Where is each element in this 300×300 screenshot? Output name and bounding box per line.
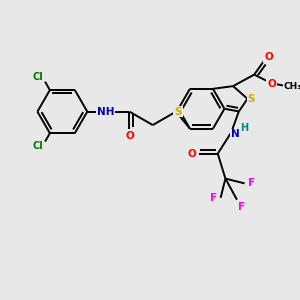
Text: F: F	[210, 193, 218, 203]
Text: F: F	[238, 202, 245, 212]
Text: O: O	[125, 130, 134, 141]
Text: S: S	[248, 94, 255, 104]
Text: H: H	[241, 123, 249, 133]
Text: Cl: Cl	[32, 141, 43, 151]
Text: N: N	[231, 130, 239, 140]
Text: NH: NH	[97, 106, 114, 117]
Text: S: S	[174, 106, 182, 117]
Text: O: O	[267, 79, 276, 89]
Text: O: O	[188, 148, 196, 159]
Text: CH₃: CH₃	[284, 82, 300, 91]
Text: Cl: Cl	[32, 72, 43, 82]
Text: F: F	[248, 178, 255, 188]
Text: O: O	[264, 52, 273, 62]
